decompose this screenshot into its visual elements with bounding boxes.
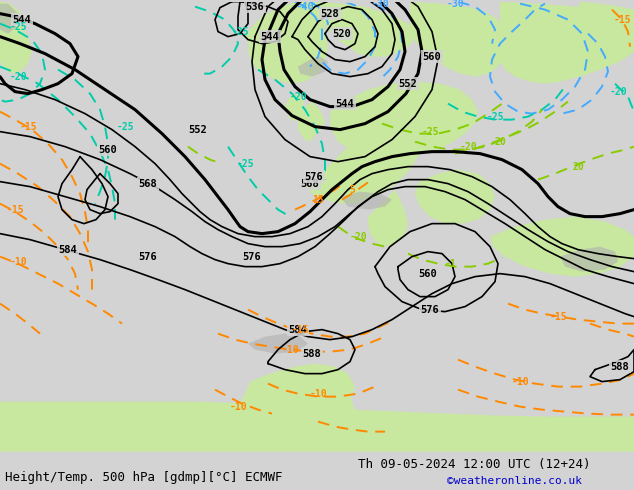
Text: -30: -30 [446,0,464,9]
Text: -15: -15 [291,325,309,335]
Text: -15: -15 [19,122,37,132]
Text: 588: 588 [302,348,321,359]
Text: -20: -20 [9,72,27,82]
Text: Th 09-05-2024 12:00 UTC (12+24): Th 09-05-2024 12:00 UTC (12+24) [358,458,591,471]
Polygon shape [0,1,32,74]
Text: -25: -25 [116,122,134,132]
Text: 576: 576 [139,252,157,262]
Polygon shape [340,192,392,210]
Text: -25: -25 [236,159,254,169]
Text: 5: 5 [349,185,355,195]
Polygon shape [490,217,634,277]
Text: -10: -10 [9,257,27,267]
Text: 20: 20 [494,137,506,147]
Text: -10: -10 [511,377,529,387]
Text: Height/Temp. 500 hPa [gdmp][°C] ECMWF: Height/Temp. 500 hPa [gdmp][°C] ECMWF [5,471,283,484]
Text: 15: 15 [312,195,324,205]
Text: 560: 560 [418,269,437,279]
Polygon shape [575,1,634,40]
Polygon shape [298,101,325,142]
Polygon shape [0,402,634,452]
Text: -25: -25 [421,126,439,137]
Text: -20: -20 [349,232,367,242]
Text: 536: 536 [346,0,365,1]
Text: -25: -25 [486,112,504,122]
Polygon shape [298,57,328,76]
Polygon shape [248,334,308,354]
Polygon shape [248,1,328,84]
Text: 568: 568 [139,179,157,189]
Text: -20: -20 [609,87,627,97]
Polygon shape [0,1,30,37]
Text: -25: -25 [231,26,249,37]
Polygon shape [500,1,634,84]
Polygon shape [368,190,408,246]
Text: -10: -10 [229,402,247,412]
Polygon shape [560,246,618,271]
Text: -40: -40 [295,1,314,12]
Text: -30: -30 [371,0,389,9]
Text: 528: 528 [321,9,339,19]
Text: -10: -10 [281,344,299,355]
Polygon shape [245,1,318,51]
Text: -15: -15 [613,15,631,24]
Polygon shape [0,3,18,34]
Text: 568: 568 [301,179,320,189]
Text: 560: 560 [423,51,441,62]
Text: 576: 576 [304,172,323,182]
Polygon shape [308,122,420,204]
Polygon shape [410,1,508,76]
Text: 544: 544 [13,15,31,24]
Text: -25: -25 [9,22,27,32]
Text: 520: 520 [333,28,351,39]
Text: 552: 552 [399,78,417,89]
Text: 584: 584 [58,245,77,255]
Text: -1: -1 [444,259,456,269]
Text: 576: 576 [243,252,261,262]
Text: -20: -20 [289,92,307,101]
Text: 536: 536 [245,1,264,12]
Polygon shape [415,170,495,223]
Text: 588: 588 [611,362,630,371]
Polygon shape [240,380,355,443]
Polygon shape [285,94,304,122]
Text: 560: 560 [99,145,117,155]
Text: -15: -15 [549,312,567,321]
Polygon shape [318,1,415,57]
Polygon shape [330,82,478,159]
Text: 544: 544 [335,98,354,109]
Text: 584: 584 [288,325,307,335]
Text: 552: 552 [189,124,207,135]
Text: -20: -20 [459,142,477,151]
Text: ©weatheronline.co.uk: ©weatheronline.co.uk [447,476,582,486]
Text: 20: 20 [572,162,584,172]
Text: 576: 576 [420,305,439,315]
Polygon shape [245,364,355,430]
Text: -15: -15 [6,205,24,215]
Text: -10: -10 [309,389,327,399]
Text: 544: 544 [261,32,280,42]
